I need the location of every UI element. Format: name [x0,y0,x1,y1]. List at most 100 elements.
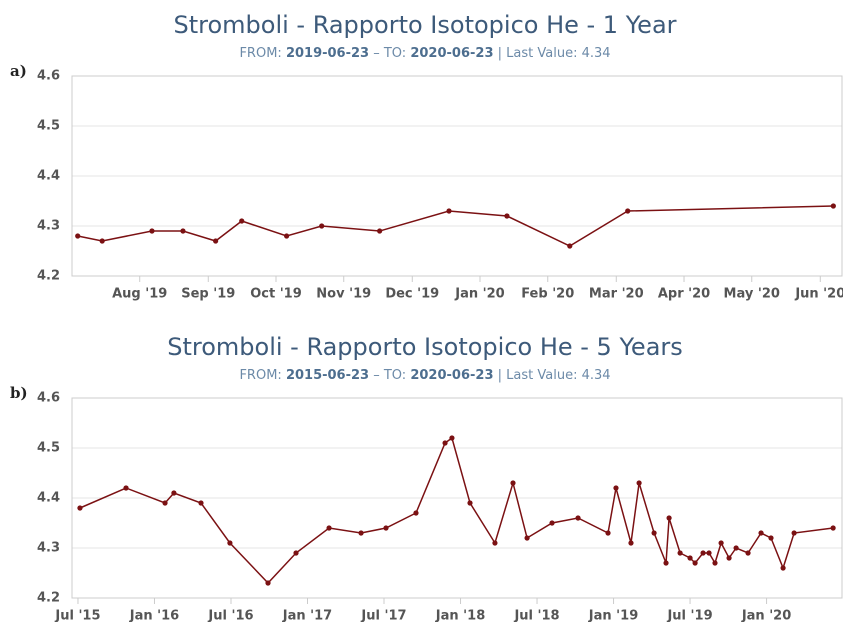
data-point [651,530,657,536]
data-point [663,560,669,566]
data-point [625,208,631,214]
data-point [442,440,448,446]
data-point [636,480,642,486]
data-point [180,228,186,234]
data-point [77,505,83,511]
data-point [687,555,693,561]
data-point [677,550,683,556]
x-tick-label: Jul '17 [360,609,406,622]
data-point [524,535,530,541]
chart-title: Stromboli - Rapporto Isotopico He - 1 Ye… [173,11,676,39]
x-tick-label: Jun '20 [794,287,843,302]
chart: Stromboli - Rapporto Isotopico He - 1 Ye… [10,11,843,302]
y-tick-label: 4.2 [37,591,60,606]
chart-subtitle: FROM: 2015-06-23 – TO: 2020-06-23 | Last… [239,368,610,383]
x-tick-label: Apr '20 [658,287,710,302]
data-point [449,435,455,441]
data-point [613,485,619,491]
plot-frame [71,75,843,277]
x-tick-label: Jan '18 [435,609,485,622]
data-point [745,550,751,556]
data-point [733,545,739,551]
data-point [239,218,245,224]
x-tick-label: Jan '17 [282,609,332,622]
data-point [549,520,555,526]
data-point [758,530,764,536]
data-point [726,555,732,561]
data-point [227,540,233,546]
data-point [706,550,712,556]
data-point [326,525,332,531]
data-point [413,510,419,516]
panel-label: a) [10,62,27,80]
y-tick-label: 4.3 [37,219,60,234]
x-tick-label: Mar '20 [589,287,644,302]
y-tick-label: 4.4 [37,491,60,506]
x-tick-label: Jul '19 [666,609,712,622]
data-point [718,540,724,546]
x-tick-label: Jan '20 [454,287,504,302]
data-point [358,530,364,536]
data-point [75,233,81,239]
x-tick-label: Sep '19 [181,287,235,302]
data-point [123,485,129,491]
data-line [79,436,834,585]
x-tick-label: Aug '19 [112,287,167,302]
x-tick-label: Jan '19 [588,609,638,622]
data-point [198,500,204,506]
chart-subtitle: FROM: 2019-06-23 – TO: 2020-06-23 | Last… [239,46,610,61]
data-point [265,580,271,586]
data-point [319,223,325,229]
x-tick-label: Oct '19 [250,287,302,302]
x-tick-label: Jul '15 [54,609,100,622]
subtitle-part: 2020-06-23 [410,46,493,61]
subtitle-part: | Last Value: 4.34 [498,368,611,383]
y-tick-label: 4.2 [37,269,60,284]
subtitle-part: 2015-06-23 [286,368,369,383]
subtitle-part: | Last Value: 4.34 [498,46,611,61]
x-tick-label: Jan '20 [741,609,791,622]
data-point [162,500,168,506]
data-point [830,525,836,531]
data-point [383,525,389,531]
chart: Stromboli - Rapporto Isotopico He - 5 Ye… [10,333,843,622]
data-point [149,228,155,234]
y-tick-label: 4.5 [37,441,60,456]
subtitle-part: FROM: [239,368,281,383]
data-point [567,243,573,249]
x-tick-label: Nov '19 [316,287,371,302]
chart-title: Stromboli - Rapporto Isotopico He - 5 Ye… [167,333,683,361]
data-point [293,550,299,556]
data-point [213,238,219,244]
data-point [768,535,774,541]
y-tick-label: 4.6 [37,69,60,84]
data-point [446,208,452,214]
data-point [830,203,836,209]
x-tick-label: Dec '19 [385,287,439,302]
x-tick-label: Jul '16 [207,609,253,622]
data-point [467,500,473,506]
data-point [171,490,177,496]
data-point [284,233,290,239]
y-tick-label: 4.5 [37,119,60,134]
y-tick-label: 4.3 [37,541,60,556]
data-point [780,565,786,571]
data-point [605,530,611,536]
x-tick-label: May '20 [724,287,780,302]
data-point [791,530,797,536]
subtitle-part: 2020-06-23 [410,368,493,383]
data-point [504,213,510,219]
data-point [510,480,516,486]
plot-frame [71,397,843,599]
data-point [712,560,718,566]
data-line [77,205,834,247]
x-tick-label: Jul '18 [513,609,559,622]
data-point [492,540,498,546]
x-tick-label: Feb '20 [521,287,574,302]
y-tick-label: 4.4 [37,169,60,184]
data-point [99,238,105,244]
subtitle-part: FROM: [239,46,281,61]
data-point [575,515,581,521]
y-tick-label: 4.6 [37,391,60,406]
